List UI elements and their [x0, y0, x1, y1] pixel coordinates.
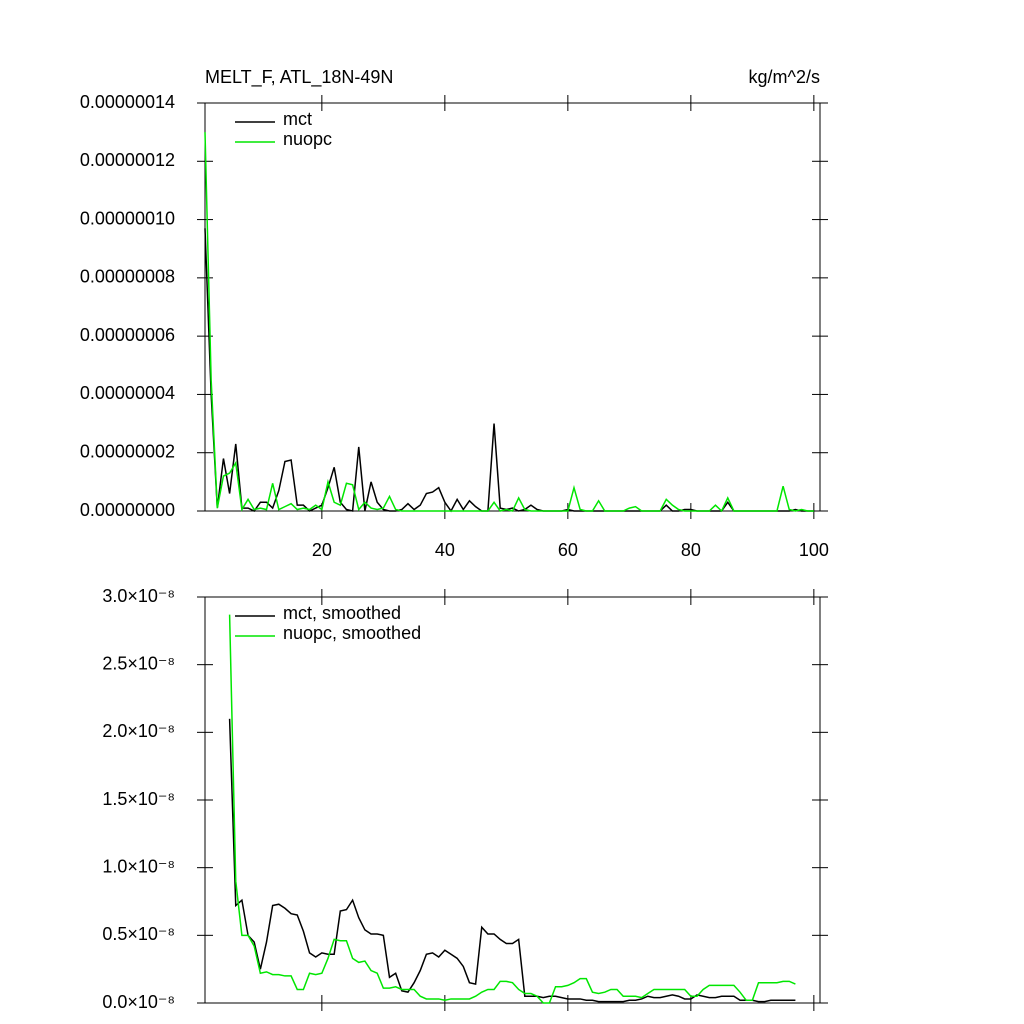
series-line — [228, 614, 796, 1004]
series-line — [204, 132, 814, 513]
x-tick-label: 80 — [681, 540, 701, 560]
y-tick-label: 0.00000014 — [80, 92, 175, 112]
x-tick-label: 100 — [799, 540, 829, 560]
legend-label: nuopc — [283, 129, 332, 149]
y-tick-label: 0.00000008 — [80, 267, 175, 287]
y-tick-label: 3.0×10⁻⁸ — [102, 586, 175, 606]
legend-label: nuopc, smoothed — [283, 623, 421, 643]
y-tick-label: 0.00000010 — [80, 208, 175, 228]
y-tick-label: 1.0×10⁻⁸ — [102, 856, 175, 876]
y-tick-label: 0.5×10⁻⁸ — [102, 924, 175, 944]
plot-frame — [204, 596, 821, 1004]
x-tick-label: 60 — [558, 540, 578, 560]
y-tick-label: 2.5×10⁻⁸ — [102, 653, 175, 673]
y-tick-label: 2.0×10⁻⁸ — [102, 721, 175, 741]
y-tick-label: 1.5×10⁻⁸ — [102, 789, 175, 809]
plot-frame — [204, 102, 821, 512]
x-tick-label: 40 — [435, 540, 455, 560]
y-tick-label: 0.00000000 — [80, 500, 175, 520]
y-tick-label: 0.00000006 — [80, 325, 175, 345]
series-line — [204, 228, 814, 513]
y-tick-label: 0.0×10⁻⁸ — [102, 992, 175, 1012]
chart-title: MELT_F, ATL_18N-49N — [205, 67, 393, 88]
series-line — [228, 718, 796, 1003]
y-tick-label: 0.00000004 — [80, 383, 175, 403]
units-label: kg/m^2/s — [749, 67, 820, 87]
x-tick-label: 20 — [312, 540, 332, 560]
y-tick-label: 0.00000012 — [80, 150, 175, 170]
legend-label: mct, smoothed — [283, 603, 401, 623]
y-tick-label: 0.00000002 — [80, 441, 175, 461]
legend-label: mct — [283, 109, 312, 129]
